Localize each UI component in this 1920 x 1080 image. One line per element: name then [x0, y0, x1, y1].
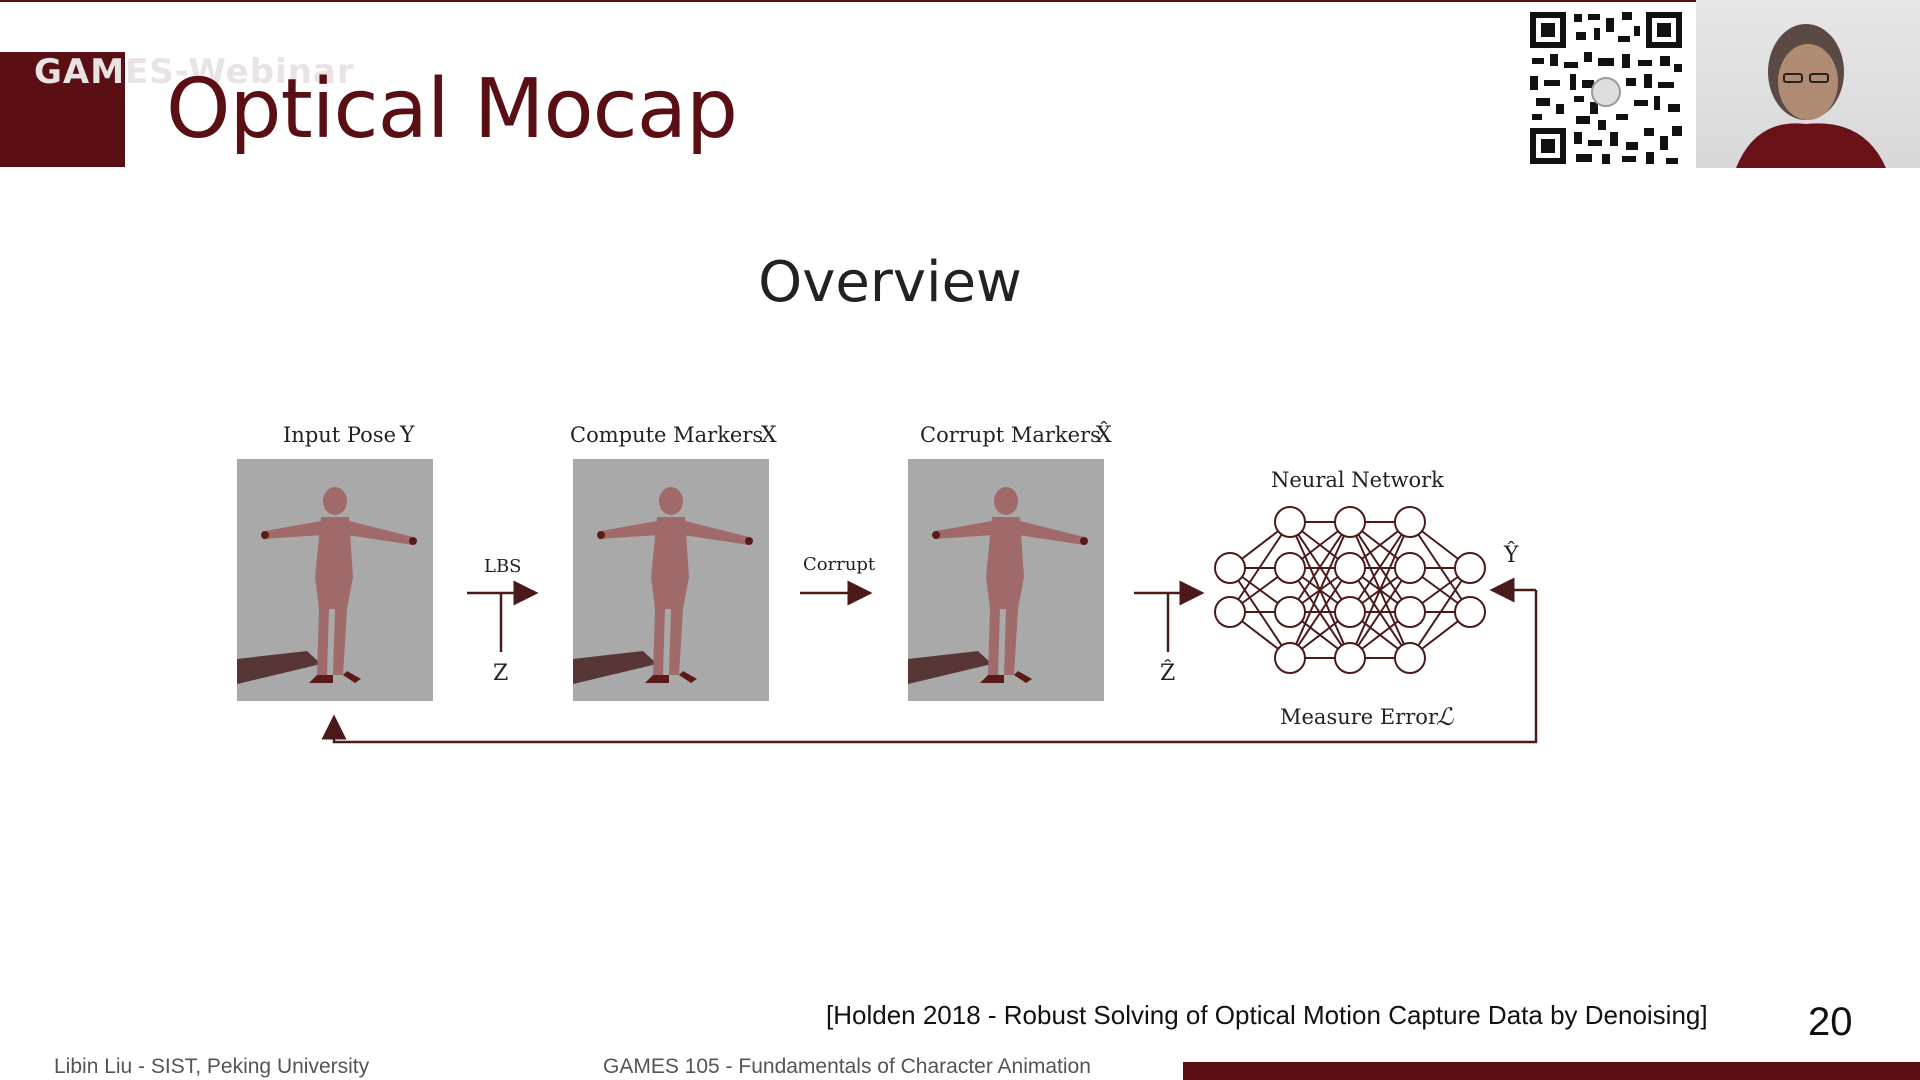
- neural-network-graph: [1214, 506, 1486, 674]
- citation: [Holden 2018 - Robust Solving of Optical…: [826, 1000, 1708, 1030]
- stage-label-corrupt-markers: Corrupt Markers: [920, 423, 1101, 447]
- figure-compute-markers: [573, 459, 769, 701]
- stage-label-compute-markers: Compute Markers: [570, 423, 763, 447]
- input-symbol-z: Z: [493, 661, 508, 686]
- presenter-silhouette-icon: [1736, 24, 1886, 168]
- footer-course: GAMES 105 - Fundamentals of Character An…: [603, 1055, 1091, 1078]
- watermark: GAMES-Webinar: [34, 52, 355, 92]
- stage-label-input-pose: Input Pose: [283, 423, 396, 447]
- section-heading: Overview: [758, 250, 1022, 315]
- title-accent-block: [0, 52, 125, 167]
- slide-title: Optical Mocap: [166, 62, 738, 157]
- stage-symbol-y: Y: [399, 423, 415, 448]
- stage-symbol-x: X: [761, 423, 777, 448]
- nn-nodes: [1214, 506, 1486, 674]
- footer-accent-bar: [1183, 1062, 1920, 1080]
- webcam-feed: [1696, 0, 1920, 168]
- nn-edges: [1229, 521, 1471, 659]
- input-symbol-z-hat: Ẑ: [1160, 659, 1175, 686]
- loss-symbol: ℒ: [1436, 703, 1454, 731]
- figure-input-pose: [237, 459, 433, 701]
- qr-code: [1526, 8, 1686, 168]
- figure-corrupt-markers: [908, 459, 1104, 701]
- arrow-label-lbs: LBS: [484, 556, 522, 577]
- loss-label: Measure Error: [1280, 705, 1439, 729]
- network-label: Neural Network: [1271, 468, 1444, 492]
- output-symbol-y-hat: Ŷ: [1503, 541, 1519, 568]
- page-number: 20: [1808, 1000, 1853, 1044]
- stage-symbol-x-hat: X̂: [1096, 422, 1112, 448]
- arrow-label-corrupt: Corrupt: [803, 554, 876, 575]
- feedback-loop: [321, 590, 1538, 744]
- footer-author: Libin Liu - SIST, Peking University: [54, 1055, 370, 1078]
- top-border: [0, 0, 1920, 2]
- pipeline-diagram: Input Pose Y LBS Z Compute Markers X Cor…: [237, 422, 1538, 744]
